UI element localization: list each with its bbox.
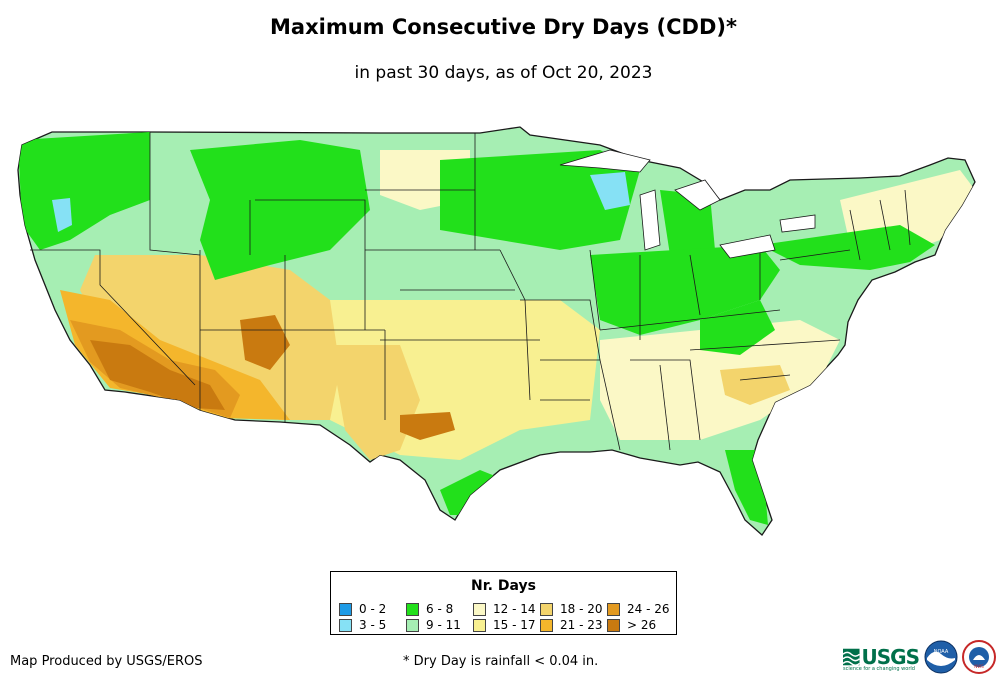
- legend-item: 9 - 11: [406, 617, 473, 633]
- legend-swatch: [607, 602, 620, 616]
- legend-item: 15 - 17: [473, 617, 540, 633]
- legend-label: 12 - 14: [493, 602, 536, 616]
- legend-item: 0 - 2: [339, 601, 406, 617]
- legend-item: 18 - 20: [540, 601, 607, 617]
- zone-3-5-oregon: [52, 198, 72, 232]
- nws-text: NWS: [974, 664, 984, 669]
- great-lakes: [559, 149, 816, 259]
- legend-swatch: [406, 618, 419, 632]
- map-subtitle: in past 30 days, as of Oct 20, 2023: [354, 63, 653, 83]
- legend-swatch: [339, 618, 352, 632]
- legend-swatch: [473, 618, 486, 632]
- footnote-text: * Dry Day is rainfall < 0.04 in.: [403, 654, 599, 669]
- map-title: Maximum Consecutive Dry Days (CDD)*: [270, 15, 737, 39]
- legend-swatch: [406, 602, 419, 616]
- legend-items: 0 - 2 3 - 5 6 - 8 9 - 11 12 - 14 15 - 17…: [339, 601, 674, 633]
- cdd-map: [17, 126, 976, 536]
- state-borders: [30, 132, 911, 451]
- zone-6-8-ohio-valley: [590, 245, 780, 335]
- legend-label: 6 - 8: [426, 602, 454, 616]
- legend-item: 12 - 14: [473, 601, 540, 617]
- credit-text: Map Produced by USGS/EROS: [10, 654, 203, 669]
- legend-item: 3 - 5: [339, 617, 406, 633]
- legend-item: > 26: [607, 617, 674, 633]
- us-land: [17, 126, 976, 536]
- legend: Nr. Days 0 - 2 3 - 5 6 - 8 9 - 11 12 - 1…: [330, 571, 677, 635]
- legend-swatch: [339, 602, 352, 616]
- nws-logo: NWS: [962, 640, 996, 674]
- legend-swatch: [607, 618, 620, 632]
- zone-over-26-arizona: [90, 340, 225, 410]
- legend-swatch: [540, 618, 553, 632]
- zone-over-26-texas: [400, 412, 455, 440]
- zone-over-26-fourcorners: [240, 315, 290, 370]
- legend-label: 9 - 11: [426, 618, 461, 632]
- usgs-logo: USGS science for a changing world: [843, 640, 920, 674]
- legend-title: Nr. Days: [471, 578, 536, 594]
- zone-6-8-northeast: [760, 225, 935, 270]
- legend-label: 24 - 26: [627, 602, 670, 616]
- zone-18-20-carolina: [720, 365, 790, 405]
- legend-swatch: [473, 602, 486, 616]
- noaa-logo: NOAA: [924, 640, 958, 674]
- legend-item: 21 - 23: [540, 617, 607, 633]
- usgs-tagline: science for a changing world: [843, 666, 915, 672]
- legend-swatch: [540, 602, 553, 616]
- legend-item: 24 - 26: [607, 601, 674, 617]
- zone-3-5-wisconsin: [590, 172, 630, 210]
- legend-label: 15 - 17: [493, 618, 536, 632]
- zone-6-8-pacific-nw: [18, 132, 150, 250]
- legend-item: 6 - 8: [406, 601, 473, 617]
- legend-label: 0 - 2: [359, 602, 387, 616]
- zone-6-8-appalachia: [700, 300, 775, 355]
- legend-label: > 26: [627, 618, 657, 632]
- zone-12-14-east: [600, 320, 840, 440]
- usgs-text: USGS: [861, 645, 920, 669]
- noaa-text: NOAA: [934, 649, 949, 655]
- legend-label: 18 - 20: [560, 602, 603, 616]
- legend-label: 3 - 5: [359, 618, 387, 632]
- usgs-wave-icon: [843, 648, 860, 666]
- legend-label: 21 - 23: [560, 618, 603, 632]
- zone-6-8-rockies: [190, 140, 370, 280]
- zone-18-20-texas: [330, 345, 420, 460]
